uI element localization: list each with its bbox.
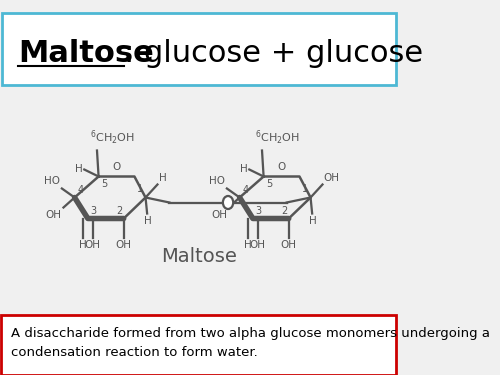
- Text: A disaccharide formed from two alpha glucose monomers undergoing a
condensation : A disaccharide formed from two alpha glu…: [11, 327, 490, 360]
- Text: Maltose: Maltose: [18, 39, 154, 69]
- Text: Maltose: Maltose: [161, 246, 237, 266]
- Text: HO: HO: [210, 177, 226, 186]
- Text: HO: HO: [44, 177, 60, 186]
- Text: $^6$CH$_2$OH: $^6$CH$_2$OH: [255, 129, 300, 147]
- Text: OH: OH: [250, 240, 266, 249]
- Text: H: H: [309, 216, 317, 225]
- Text: 1: 1: [138, 184, 143, 195]
- Text: OH: OH: [211, 210, 227, 219]
- Text: O: O: [112, 162, 120, 171]
- Text: 3: 3: [255, 206, 261, 216]
- Text: H: H: [158, 172, 166, 183]
- Text: 2: 2: [281, 206, 287, 216]
- Text: 1: 1: [302, 184, 308, 195]
- Text: H: H: [240, 164, 248, 174]
- Text: 3: 3: [90, 206, 96, 216]
- Text: 4: 4: [78, 185, 84, 195]
- Text: H: H: [144, 216, 152, 225]
- Text: OH: OH: [324, 172, 340, 183]
- Text: H: H: [75, 164, 82, 174]
- FancyBboxPatch shape: [2, 12, 396, 85]
- FancyBboxPatch shape: [1, 315, 396, 375]
- Text: 2: 2: [116, 206, 122, 216]
- Text: $^6$CH$_2$OH: $^6$CH$_2$OH: [90, 129, 135, 147]
- Text: OH: OH: [46, 210, 62, 219]
- Text: 5: 5: [101, 179, 107, 189]
- Text: OH: OH: [280, 240, 296, 249]
- Text: H: H: [79, 240, 87, 249]
- Text: 5: 5: [266, 179, 272, 189]
- Circle shape: [223, 196, 233, 209]
- Text: OH: OH: [84, 240, 100, 249]
- Text: O: O: [278, 162, 285, 171]
- Text: : glucose + glucose: : glucose + glucose: [124, 39, 423, 69]
- Text: H: H: [244, 240, 252, 249]
- Text: 4: 4: [243, 185, 249, 195]
- Text: OH: OH: [116, 240, 132, 249]
